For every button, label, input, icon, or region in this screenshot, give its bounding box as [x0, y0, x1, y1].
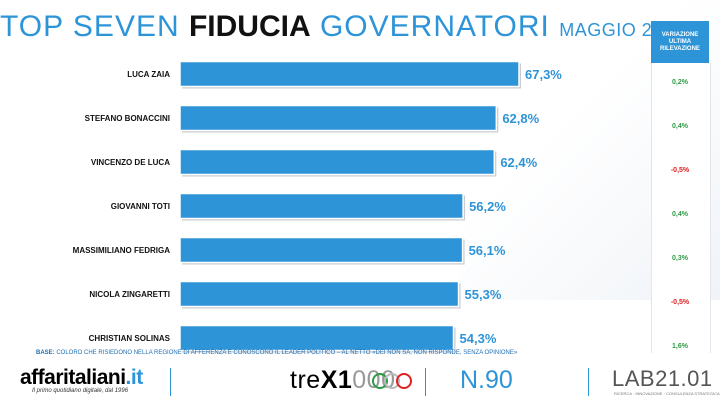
category-label: VINCENZO DE LUCA	[91, 158, 170, 167]
variation-value: -0,5%	[671, 299, 690, 306]
value-label: 56,2%	[469, 199, 506, 214]
value-label: 62,4%	[500, 155, 537, 170]
footnote-label: BASE:	[36, 350, 55, 356]
category-label: STEFANO BONACCINI	[85, 114, 170, 123]
affaritaliani-logo: affaritaliani.it	[20, 366, 143, 390]
title-suffix: GOVERNATORI	[319, 10, 550, 43]
variation-header: VARIAZIONE ULTIMA RILEVAZIONE	[651, 21, 709, 63]
footnote: BASE: COLORO CHE RISIEDONO NELLA REGIONE…	[36, 350, 517, 356]
variation-value: -0,5%	[671, 167, 690, 174]
bar	[179, 192, 464, 220]
variation-column	[651, 63, 711, 353]
trex-logo-prefix: tre	[290, 366, 321, 394]
title-bold: FIDUCIA	[188, 10, 311, 43]
affaritaliani-logo-main: affaritaliani	[20, 366, 126, 389]
category-label: GIOVANNI TOTI	[111, 202, 170, 211]
flag-circle-icon	[396, 373, 412, 389]
footer-separator	[588, 368, 589, 396]
issue-number: N.90	[460, 366, 513, 394]
bar	[179, 148, 496, 176]
bar	[179, 60, 520, 88]
lab2101-logo: LAB21.01	[612, 366, 713, 391]
category-label: NICOLA ZINGARETTI	[89, 290, 170, 299]
trex-logo: treX1000	[290, 366, 396, 395]
value-label: 56,1%	[469, 243, 506, 258]
category-label: LUCA ZAIA	[127, 70, 170, 79]
affaritaliani-tagline: Il primo quotidiano digitale, dal 1996	[32, 388, 129, 394]
footer-separator	[170, 368, 171, 396]
bar	[179, 236, 464, 264]
value-label: 62,8%	[502, 111, 539, 126]
value-label: 54,3%	[460, 331, 497, 346]
value-label: 67,3%	[525, 67, 562, 82]
bar	[179, 280, 460, 308]
bar	[179, 324, 455, 352]
category-label: CHRISTIAN SOLINAS	[89, 334, 171, 343]
bar-chart: LUCA ZAIA 67,3% 0,2% STEFANO BONACCINI 62,8%…	[73, 60, 690, 353]
lab2101-tagline: RICERCA · INNOVAZIONE · CONSULENZA STRAT…	[614, 391, 720, 396]
bar	[179, 104, 498, 132]
affaritaliani-logo-it: .it	[125, 366, 144, 389]
variation-value: 1,6%	[672, 343, 689, 350]
footer-separator	[425, 368, 426, 396]
variation-value: 0,3%	[672, 255, 689, 262]
variation-value: 0,2%	[672, 79, 689, 86]
footer: affaritaliani.it Il primo quotidiano dig…	[0, 362, 720, 405]
title-prefix: TOP SEVEN	[0, 10, 180, 43]
trex-logo-x1: X1	[320, 366, 353, 394]
category-label: MASSIMILIANO FEDRIGA	[73, 246, 171, 255]
value-label: 55,3%	[465, 287, 502, 302]
footnote-text: COLORO CHE RISIEDONO NELLA REGIONE DI AF…	[56, 350, 518, 356]
variation-value: 0,4%	[672, 123, 689, 130]
variation-value: 0,4%	[672, 211, 689, 218]
